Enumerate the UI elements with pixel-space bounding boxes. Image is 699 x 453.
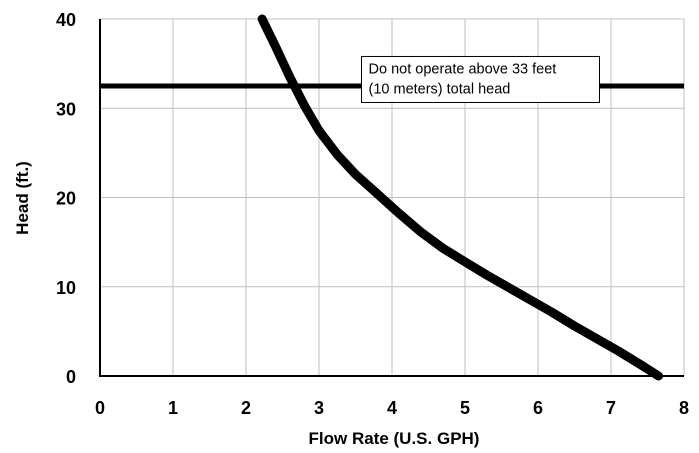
x-tick-label: 5 — [460, 398, 470, 418]
annotation-text: (10 meters) total head — [369, 81, 511, 97]
data-series — [257, 14, 663, 381]
y-tick-label: 20 — [56, 189, 76, 209]
y-tick-label: 40 — [56, 10, 76, 30]
x-tick-label: 7 — [606, 398, 616, 418]
annotation-text: Do not operate above 33 feet — [369, 61, 557, 77]
x-tick-label: 3 — [314, 398, 324, 418]
y-axis-title: Head (ft.) — [13, 161, 32, 235]
annotations: Do not operate above 33 feet (10 meters) … — [361, 55, 600, 103]
pump-curve-line — [257, 14, 663, 381]
x-tick-label: 0 — [95, 398, 105, 418]
x-tick-label: 1 — [168, 398, 178, 418]
x-axis-title: Flow Rate (U.S. GPH) — [309, 429, 480, 448]
y-tick-label: 30 — [56, 99, 76, 119]
x-tick-label: 2 — [241, 398, 251, 418]
y-tick-label: 0 — [66, 367, 76, 387]
x-tick-label: 6 — [533, 398, 543, 418]
annotation-box — [361, 55, 600, 103]
x-tick-label: 8 — [679, 398, 689, 418]
axes — [99, 19, 684, 377]
y-tick-label: 10 — [56, 278, 76, 298]
tick-labels: 0 1 2 3 4 5 6 7 8 0 10 20 30 40 — [56, 10, 689, 418]
x-tick-label: 4 — [387, 398, 397, 418]
